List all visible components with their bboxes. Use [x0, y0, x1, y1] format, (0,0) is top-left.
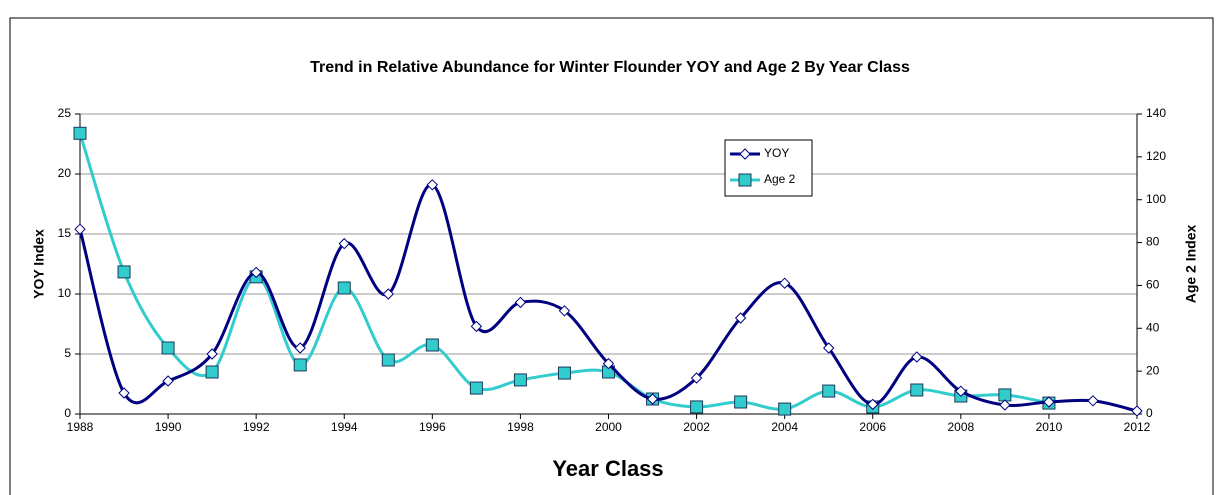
- data-point: [381, 353, 395, 367]
- data-point: [425, 338, 439, 352]
- data-point: [998, 388, 1012, 402]
- data-point: [470, 320, 483, 333]
- x-tick-label: 1994: [331, 420, 358, 434]
- y-tick-label: 25: [58, 106, 72, 120]
- data-point: [73, 126, 87, 140]
- data-point: [1043, 396, 1055, 408]
- data-point: [867, 398, 879, 411]
- x-tick-label: 1992: [243, 420, 270, 434]
- data-point: [250, 266, 262, 279]
- data-point: [469, 381, 483, 395]
- x-tick-label: 1996: [419, 420, 446, 434]
- x-tick-label: 2004: [771, 420, 798, 434]
- y2-tick-label: 40: [1146, 320, 1160, 334]
- data-point: [117, 265, 131, 279]
- data-point: [999, 399, 1011, 411]
- data-point: [557, 366, 571, 380]
- data-point: [514, 296, 527, 309]
- data-point: [911, 351, 923, 363]
- y2-tick-label: 100: [1146, 192, 1166, 206]
- data-point: [910, 383, 924, 397]
- y2-tick-label: 0: [1146, 406, 1153, 420]
- data-point: [205, 365, 219, 379]
- y2-tick-label: 20: [1146, 363, 1160, 377]
- data-point: [118, 387, 130, 399]
- x-tick-label: 2002: [683, 420, 710, 434]
- y2-tick-label: 120: [1146, 149, 1166, 163]
- data-point: [161, 341, 175, 355]
- chart-title: Trend in Relative Abundance for Winter F…: [310, 59, 910, 76]
- legend-label: YOY: [764, 146, 789, 160]
- chart-frame: [9, 17, 1214, 495]
- series-line: [78, 183, 1138, 413]
- y2-tick-label: 140: [1146, 106, 1166, 120]
- data-point: [1087, 395, 1099, 407]
- legend-box: [724, 139, 813, 197]
- legend-marker: [738, 173, 752, 187]
- data-point: [778, 277, 791, 289]
- data-point: [823, 342, 835, 354]
- x-tick-label: 2010: [1036, 420, 1063, 434]
- data-point: [734, 312, 747, 324]
- legend-marker: [739, 148, 751, 160]
- y-tick-label: 5: [64, 346, 71, 360]
- data-point: [382, 288, 394, 300]
- data-point: [558, 305, 571, 317]
- data-point: [822, 384, 836, 398]
- x-tick-label: 2006: [859, 420, 886, 434]
- x-tick-label: 1998: [507, 420, 534, 434]
- data-point: [338, 237, 350, 250]
- data-point: [690, 372, 703, 384]
- data-point: [955, 385, 967, 397]
- x-tick-label: 2012: [1124, 420, 1151, 434]
- y2-tick-label: 80: [1146, 235, 1160, 249]
- data-point: [426, 179, 439, 191]
- y-tick-label: 20: [58, 166, 72, 180]
- data-point: [513, 373, 527, 387]
- data-point: [734, 395, 748, 409]
- y-tick-label: 15: [58, 226, 72, 240]
- y-axis-title: YOY Index: [31, 229, 47, 299]
- data-point: [690, 400, 704, 414]
- data-point: [778, 402, 792, 416]
- y2-axis-title: Age 2 Index: [1183, 225, 1199, 304]
- data-point: [293, 358, 307, 372]
- data-point: [646, 393, 659, 405]
- legend-label: Age 2: [764, 172, 796, 186]
- x-tick-label: 2008: [947, 420, 974, 434]
- data-point: [337, 281, 351, 295]
- x-tick-label: 1988: [67, 420, 94, 434]
- x-tick-label: 2000: [595, 420, 622, 434]
- y-tick-label: 0: [64, 406, 71, 420]
- data-point: [1131, 405, 1143, 417]
- data-point: [602, 357, 615, 370]
- data-point: [162, 375, 174, 387]
- x-tick-label: 1990: [155, 420, 182, 434]
- data-point: [206, 348, 218, 360]
- x-axis-title: Year Class: [552, 456, 663, 481]
- data-point: [294, 342, 306, 354]
- y-tick-label: 10: [58, 286, 72, 300]
- data-point: [74, 223, 86, 235]
- y2-tick-label: 60: [1146, 278, 1160, 292]
